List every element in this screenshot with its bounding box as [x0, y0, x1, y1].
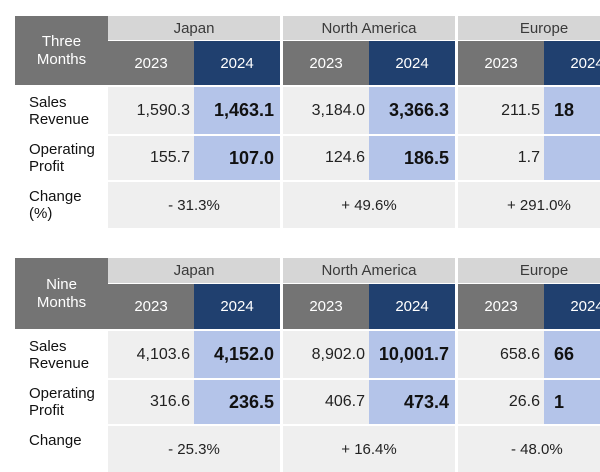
row-label-line: Change: [29, 188, 82, 205]
year-header-2024: 2024: [194, 284, 280, 329]
change-cell-europe: + 291.0%: [458, 182, 600, 228]
change-cell-japan: - 25.3%: [108, 426, 280, 472]
value-cell-highlight: 3,366.3: [369, 87, 455, 134]
value-cell: 1.7: [458, 136, 544, 180]
value-cell-highlight: 10,001.7: [369, 331, 455, 378]
period-header: Nine Months: [15, 258, 108, 329]
value-cell: 1,590.3: [108, 87, 194, 134]
value-cell: 211.5: [458, 87, 544, 134]
value-cell-highlight: [544, 136, 600, 180]
value-cell: 316.6: [108, 380, 194, 424]
value-cell-highlight: 4,152.0: [194, 331, 280, 378]
value-cell-highlight: 66: [544, 331, 600, 378]
row-label-change: Change: [15, 426, 108, 472]
value-cell-highlight: 18: [544, 87, 600, 134]
year-header-2023: 2023: [283, 284, 369, 329]
change-cell-europe: - 48.0%: [458, 426, 600, 472]
value-cell-highlight: 473.4: [369, 380, 455, 424]
value-cell: 658.6: [458, 331, 544, 378]
year-header-2024: 2024: [369, 41, 455, 85]
period-line-1: Nine: [46, 275, 77, 293]
year-header-2024: 2024: [194, 41, 280, 85]
row-label-line: Operating: [29, 141, 95, 158]
value-cell: 3,184.0: [283, 87, 369, 134]
row-label-line: Sales: [29, 93, 67, 111]
year-header-2023: 2023: [458, 41, 544, 85]
period-line-2: Months: [36, 50, 87, 68]
row-label-line: Revenue: [29, 110, 90, 128]
row-label-line: Sales: [29, 337, 67, 355]
value-cell: 406.7: [283, 380, 369, 424]
region-header-europe: Europe: [458, 258, 600, 283]
row-label-line: Operating: [29, 385, 95, 402]
value-cell-highlight: 186.5: [369, 136, 455, 180]
period-line-2: Months: [36, 293, 87, 311]
value-cell: 155.7: [108, 136, 194, 180]
row-label-line: Revenue: [29, 354, 90, 372]
change-cell-japan: - 31.3%: [108, 182, 280, 228]
period-line-1: Three: [41, 32, 82, 50]
region-header-japan: Japan: [108, 16, 280, 40]
year-header-2023: 2023: [458, 284, 544, 329]
value-cell-highlight: 1: [544, 380, 600, 424]
value-cell-highlight: 107.0: [194, 136, 280, 180]
value-cell: 26.6: [458, 380, 544, 424]
region-header-north-america: North America: [283, 16, 455, 40]
row-label-line: Change: [29, 432, 82, 449]
row-label-line: Profit: [29, 158, 65, 175]
period-header: Three Months: [15, 16, 108, 85]
value-cell: 4,103.6: [108, 331, 194, 378]
change-cell-north-america: + 16.4%: [283, 426, 455, 472]
region-header-japan: Japan: [108, 258, 280, 283]
year-header-2023: 2023: [108, 41, 194, 85]
value-cell: 8,902.0: [283, 331, 369, 378]
change-cell-north-america: + 49.6%: [283, 182, 455, 228]
value-cell-highlight: 1,463.1: [194, 87, 280, 134]
year-header-2023: 2023: [283, 41, 369, 85]
row-label-line: (%): [29, 205, 53, 222]
value-cell: 124.6: [283, 136, 369, 180]
row-label-change: Change (%): [15, 182, 108, 228]
row-label-sales-revenue: Sales Revenue: [15, 87, 108, 134]
row-label-line: Profit: [29, 402, 65, 419]
region-header-north-america: North America: [283, 258, 455, 283]
year-header-2024: 2024: [369, 284, 455, 329]
year-header-2023: 2023: [108, 284, 194, 329]
row-label-sales-revenue: Sales Revenue: [15, 331, 108, 378]
row-label-operating-profit: Operating Profit: [15, 380, 108, 424]
year-header-2024: 2024: [544, 41, 600, 85]
value-cell-highlight: 236.5: [194, 380, 280, 424]
region-header-europe: Europe: [458, 16, 600, 40]
year-header-2024: 2024: [544, 284, 600, 329]
row-label-operating-profit: Operating Profit: [15, 136, 108, 180]
